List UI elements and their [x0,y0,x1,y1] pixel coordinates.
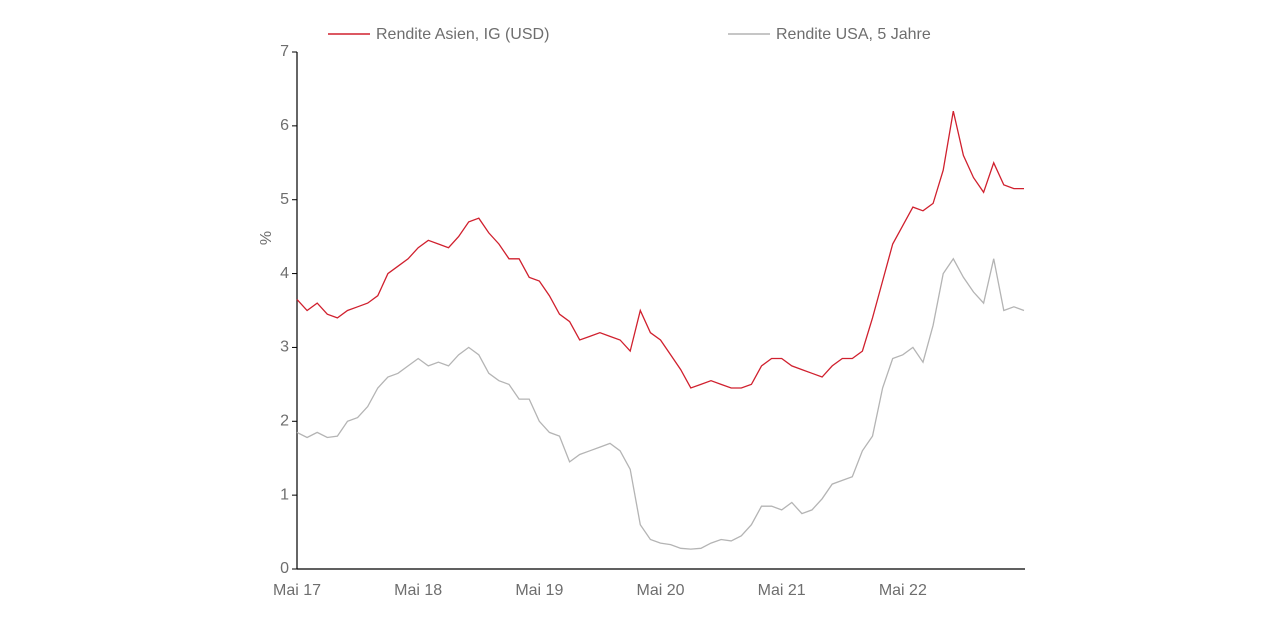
x-tick-label: Mai 17 [273,582,321,599]
y-tick-label: 5 [280,191,289,208]
x-tick-label: Mai 19 [515,582,563,599]
y-tick-label: 1 [280,486,289,503]
y-tick-label: 0 [280,560,289,577]
x-tick-label: Mai 18 [394,582,442,599]
y-tick-label: 6 [280,117,289,134]
x-tick-label: Mai 22 [879,582,927,599]
series-line [296,110,1024,389]
y-tick-label: 7 [280,43,289,60]
y-tick-label: 4 [280,265,289,282]
x-tick-label: Mai 21 [758,582,806,599]
y-tick-label: 2 [280,413,289,430]
series-line [296,257,1025,550]
y-axis-label: % [258,231,275,245]
legend-label: Rendite USA, 5 Jahre [776,26,931,43]
x-tick-label: Mai 20 [636,582,684,599]
legend-label: Rendite Asien, IG (USD) [376,26,549,43]
y-tick-label: 3 [280,339,289,356]
